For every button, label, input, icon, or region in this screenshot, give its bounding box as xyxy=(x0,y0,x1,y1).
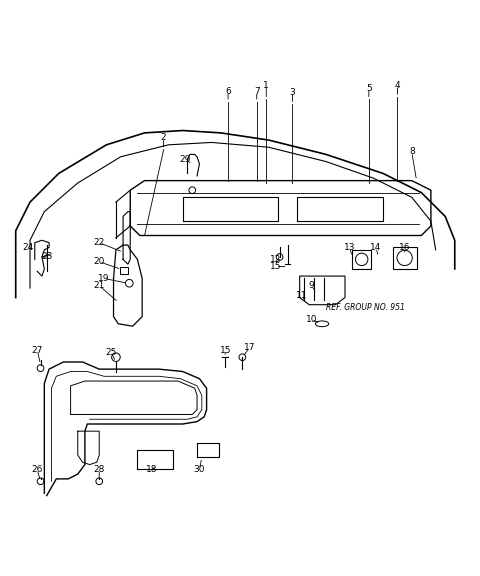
Text: 27: 27 xyxy=(32,346,43,355)
Text: 18: 18 xyxy=(146,465,157,474)
Text: 3: 3 xyxy=(289,88,295,97)
Text: REF. GROUP NO. 951: REF. GROUP NO. 951 xyxy=(326,302,405,312)
Text: 7: 7 xyxy=(254,87,260,96)
Text: 19: 19 xyxy=(98,274,110,283)
Bar xyxy=(120,267,128,274)
Text: 1: 1 xyxy=(264,81,269,90)
Text: 2: 2 xyxy=(161,133,167,142)
Text: 30: 30 xyxy=(194,465,205,474)
Bar xyxy=(352,250,371,269)
Text: 10: 10 xyxy=(306,314,317,324)
Text: 26: 26 xyxy=(32,465,43,474)
Text: 20: 20 xyxy=(94,257,105,266)
Text: 12: 12 xyxy=(270,255,281,264)
Text: 22: 22 xyxy=(94,238,105,247)
Text: 29: 29 xyxy=(180,154,191,164)
Text: 23: 23 xyxy=(41,252,52,262)
Text: 5: 5 xyxy=(366,84,372,93)
Text: 17: 17 xyxy=(244,343,255,352)
Text: 24: 24 xyxy=(22,243,33,252)
Text: 6: 6 xyxy=(225,87,231,96)
Text: 4: 4 xyxy=(395,81,400,90)
Text: 14: 14 xyxy=(371,243,382,252)
Text: 21: 21 xyxy=(94,281,105,290)
Text: 8: 8 xyxy=(409,147,415,157)
Text: 25: 25 xyxy=(106,348,117,357)
Text: 15: 15 xyxy=(270,262,282,271)
Text: 11: 11 xyxy=(296,291,308,300)
Text: 16: 16 xyxy=(399,243,410,252)
Text: 13: 13 xyxy=(344,243,356,252)
Text: 28: 28 xyxy=(94,465,105,474)
Bar xyxy=(393,248,417,269)
Text: 15: 15 xyxy=(220,346,231,355)
Text: 9: 9 xyxy=(309,281,314,290)
